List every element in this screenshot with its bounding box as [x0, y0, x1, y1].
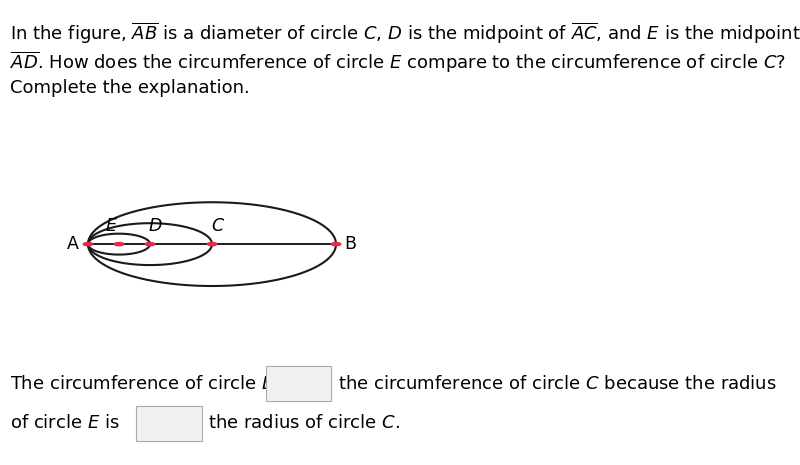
- Ellipse shape: [83, 243, 93, 246]
- Text: A: A: [66, 235, 78, 253]
- Ellipse shape: [331, 243, 341, 246]
- Text: D: D: [148, 217, 162, 235]
- Text: E: E: [106, 217, 117, 235]
- Text: C: C: [211, 217, 224, 235]
- Ellipse shape: [207, 243, 217, 246]
- FancyBboxPatch shape: [266, 366, 331, 401]
- FancyBboxPatch shape: [136, 405, 202, 441]
- Text: the circumference of circle $C$ because the radius: the circumference of circle $C$ because …: [338, 375, 776, 392]
- Text: B: B: [344, 235, 356, 253]
- Text: of circle $E$ is: of circle $E$ is: [10, 414, 120, 432]
- Ellipse shape: [146, 243, 155, 246]
- Text: The circumference of circle $E$ is: The circumference of circle $E$ is: [10, 375, 294, 392]
- Text: the radius of circle $C$.: the radius of circle $C$.: [208, 414, 400, 432]
- Text: $\overline{AD}$. How does the circumference of circle $E$ compare to the circumf: $\overline{AD}$. How does the circumfere…: [10, 50, 786, 75]
- Text: In the figure, $\overline{AB}$ is a diameter of circle $C$, $D$ is the midpoint : In the figure, $\overline{AB}$ is a diam…: [10, 21, 800, 46]
- Text: Complete the explanation.: Complete the explanation.: [10, 79, 250, 97]
- Ellipse shape: [114, 243, 124, 246]
